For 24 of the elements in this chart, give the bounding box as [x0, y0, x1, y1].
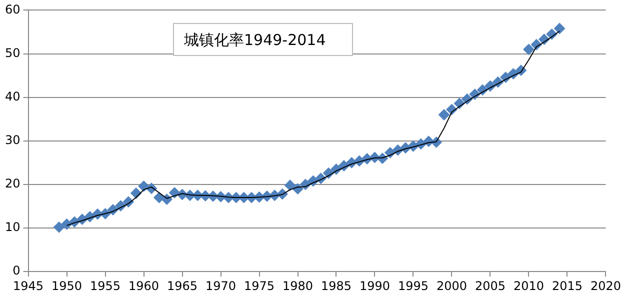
x-tick-label: 1965 [166, 278, 198, 293]
y-tick-label: 40 [4, 89, 20, 104]
y-tick-label: 10 [4, 220, 20, 234]
x-tick-label: 1970 [205, 278, 236, 293]
x-tick-label: 1975 [244, 278, 275, 293]
x-tick-label: 1950 [51, 278, 82, 293]
y-tick-label: 30 [4, 133, 20, 148]
x-tick-label: 1980 [282, 278, 314, 293]
x-tick-label: 2015 [552, 278, 583, 293]
x-tick-label: 2005 [474, 278, 506, 293]
x-tick-label: 2020 [590, 278, 622, 293]
y-tick-label: 50 [4, 46, 20, 60]
x-tick-label: 1990 [359, 278, 390, 293]
x-tick-label: 1955 [90, 278, 121, 293]
y-tick-label: 20 [4, 176, 20, 191]
x-tick-label: 1960 [128, 278, 160, 293]
x-tick-label: 1985 [320, 278, 352, 293]
x-tick-label: 1995 [398, 278, 429, 293]
text: 城镇化率1949-2014 [173, 23, 353, 56]
y-tick-label: 0 [12, 264, 20, 278]
x-tick-label: 1945 [12, 278, 44, 293]
y-tick-label: 60 [4, 2, 20, 16]
x-tick-label: 2010 [513, 278, 544, 293]
x-tick-label: 2000 [436, 278, 468, 293]
